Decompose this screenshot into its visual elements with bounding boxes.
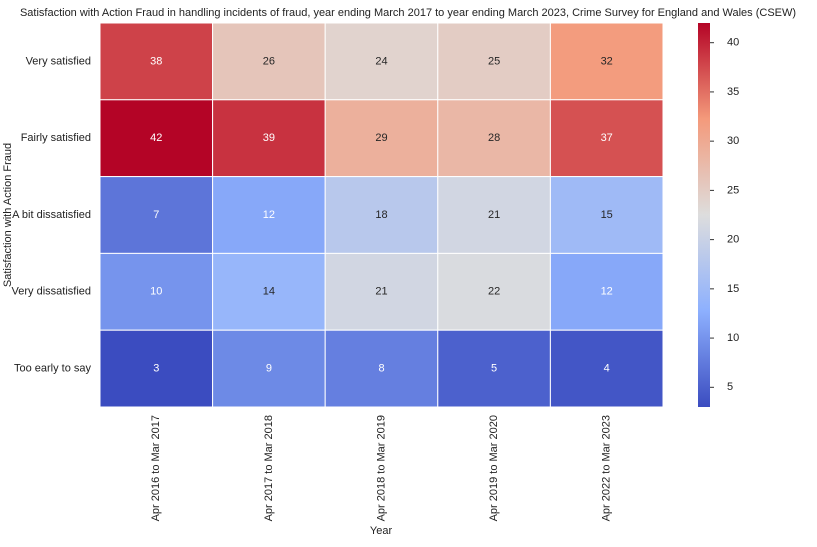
heatmap-cell (549, 329, 664, 408)
y-tick-label: Fairly satisfied (21, 132, 91, 144)
cell-label: 12 (601, 286, 613, 298)
cell-label: 39 (263, 132, 275, 144)
heatmap-cell (324, 176, 439, 254)
heatmap-cell (212, 99, 326, 178)
cell-label: 24 (375, 55, 387, 67)
cell-label: 18 (375, 209, 387, 221)
heatmap-cell (437, 99, 551, 178)
cell-label: 22 (488, 286, 500, 298)
cell-label: 38 (150, 55, 162, 67)
heatmap-cell (549, 22, 664, 101)
colorbar-tick-label: 25 (727, 184, 739, 196)
colorbar-tick-label: 30 (727, 135, 739, 147)
colorbar-tick-label: 5 (727, 381, 733, 393)
heatmap-cell (324, 99, 439, 178)
heatmap-cell (324, 252, 439, 331)
cell-label: 9 (266, 363, 272, 375)
x-tick-label: Apr 2019 to Mar 2020 (488, 415, 500, 521)
x-axis-label: Year (370, 525, 393, 537)
cell-label: 32 (601, 55, 613, 67)
cell-label: 37 (601, 132, 613, 144)
x-tick-label: Apr 2016 to Mar 2017 (150, 415, 162, 521)
cell-label: 7 (153, 209, 159, 221)
heatmap-cell (437, 176, 551, 254)
cell-label: 8 (378, 363, 384, 375)
heatmap-cell (437, 329, 551, 408)
cell-label: 26 (263, 55, 275, 67)
heatmap-cell (212, 176, 326, 254)
heatmap-cell (99, 99, 214, 178)
colorbar-tick-label: 10 (727, 332, 739, 344)
y-tick-label: Very dissatisfied (12, 286, 91, 298)
y-axis-label: Satisfaction with Action Fraud (2, 143, 14, 287)
heatmap-cell (549, 176, 664, 254)
y-tick-label: Very satisfied (26, 55, 91, 67)
heatmap-cell (437, 252, 551, 331)
x-tick-label: Apr 2018 to Mar 2019 (375, 415, 387, 521)
colorbar-tick-label: 15 (727, 283, 739, 295)
cell-label: 21 (375, 286, 387, 298)
colorbar-tick-label: 40 (727, 37, 739, 49)
cell-label: 29 (375, 132, 387, 144)
cell-label: 3 (153, 363, 159, 375)
cell-label: 28 (488, 132, 500, 144)
colorbar-tick-label: 35 (727, 86, 739, 98)
y-tick-label: A bit dissatisfied (12, 209, 91, 221)
cell-label: 4 (604, 363, 610, 375)
x-tick-label: Apr 2022 to Mar 2023 (601, 415, 613, 521)
x-tick-label: Apr 2017 to Mar 2018 (263, 415, 275, 521)
cell-label: 21 (488, 209, 500, 221)
y-tick-label: Too early to say (14, 363, 92, 375)
colorbar (698, 23, 710, 407)
cell-label: 25 (488, 55, 500, 67)
cell-label: 42 (150, 132, 162, 144)
cell-label: 12 (263, 209, 275, 221)
cell-label: 10 (150, 286, 162, 298)
cell-label: 5 (491, 363, 497, 375)
colorbar-tick-label: 20 (727, 234, 739, 246)
heatmap-cell (99, 176, 214, 254)
cell-label: 14 (263, 286, 275, 298)
cell-label: 15 (601, 209, 613, 221)
heatmap-cell (549, 252, 664, 331)
chart-title: Satisfaction with Action Fraud in handli… (20, 7, 796, 19)
heatmap-cell (212, 329, 326, 408)
